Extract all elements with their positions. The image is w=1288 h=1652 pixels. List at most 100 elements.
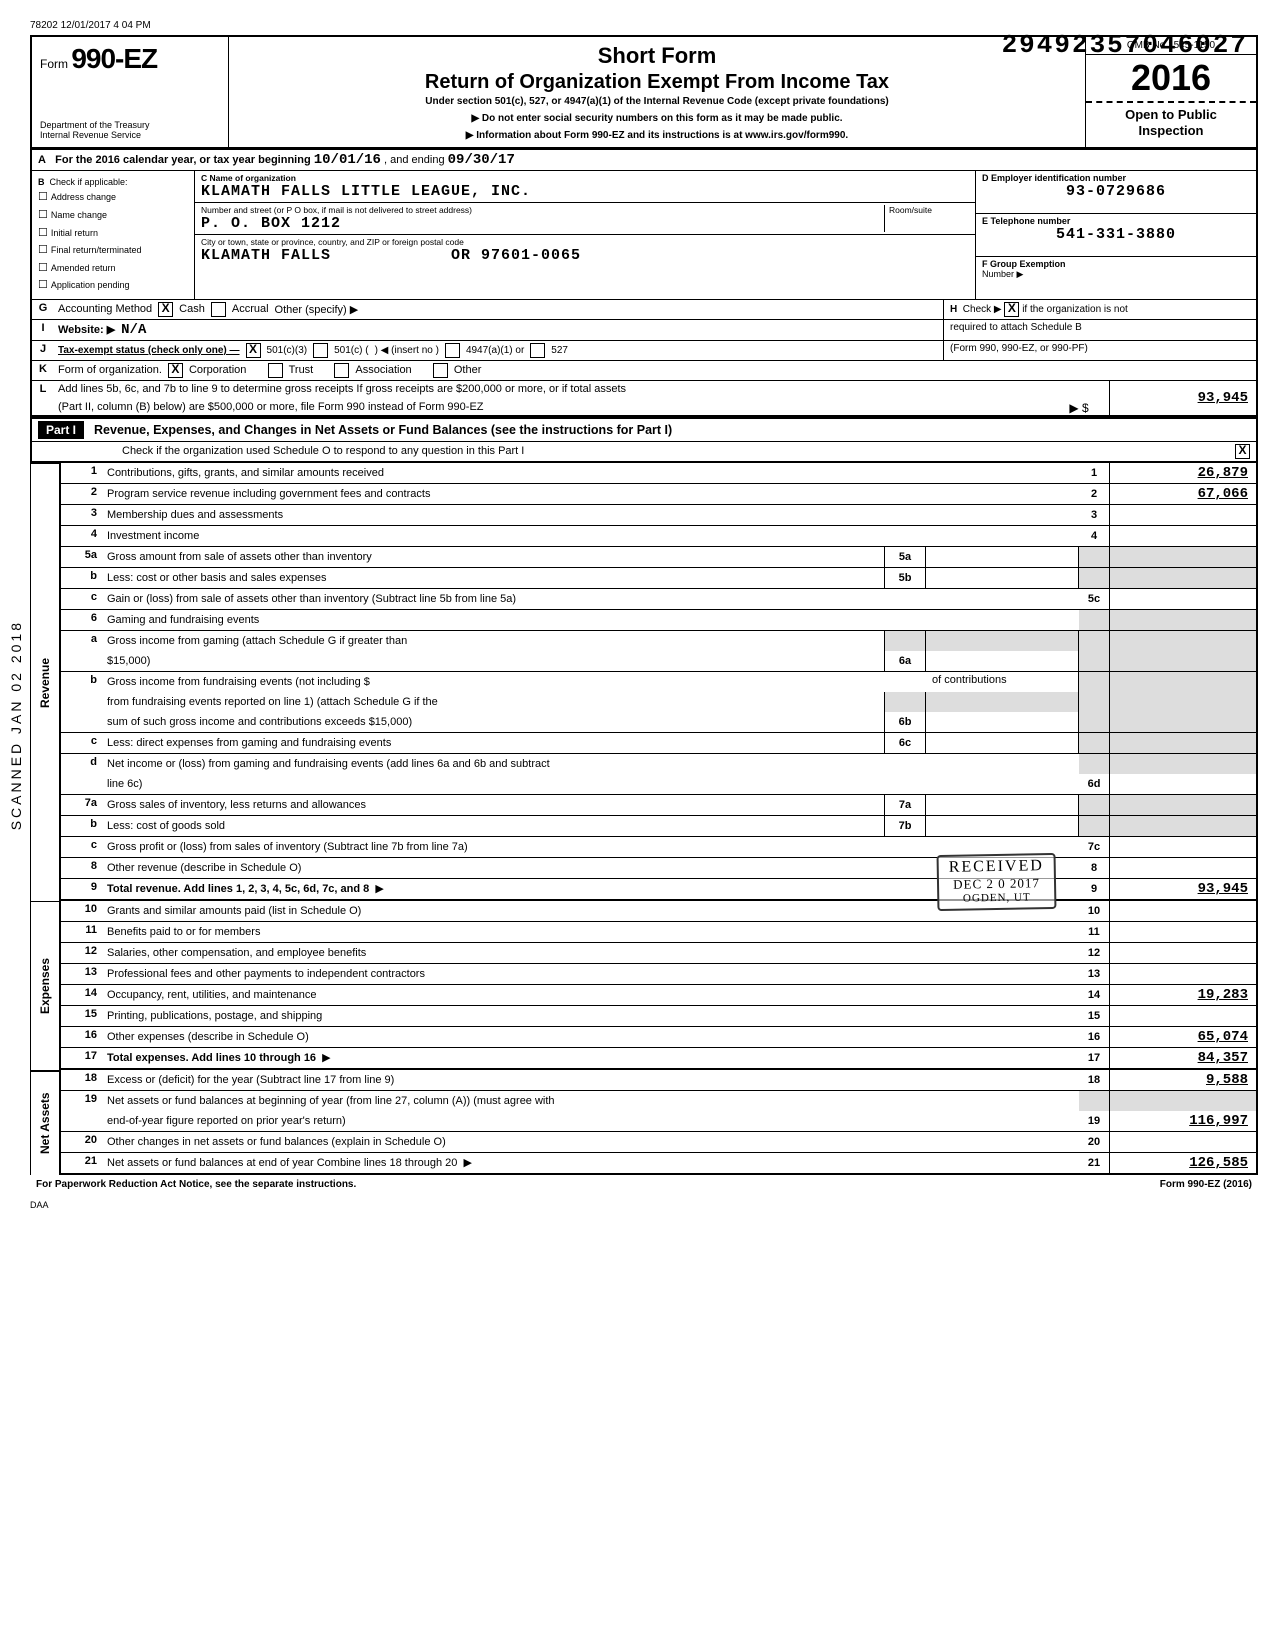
lineL-arrow: ▶ $ (1049, 381, 1109, 415)
line5b-midval (926, 568, 1079, 588)
lineL-value: 93,945 (1109, 381, 1256, 415)
line6-val (1110, 610, 1256, 630)
opt-other-org: Other (454, 364, 482, 376)
line6d-rn: 6d (1079, 774, 1110, 794)
lineH-text: Check ▶ (963, 304, 1002, 315)
line6c-mid: 6c (884, 733, 926, 753)
chk-initial-return[interactable]: Initial return (38, 225, 188, 243)
line3-desc: Membership dues and assessments (103, 505, 1079, 525)
chk-4947[interactable] (445, 343, 460, 358)
line4-desc: Investment income (103, 526, 1079, 546)
opt-corporation: Corporation (189, 364, 246, 376)
stamp-location: OGDEN, UT (949, 891, 1044, 905)
chk-501c3[interactable]: X (246, 343, 261, 358)
line5a-num: 5a (61, 547, 103, 567)
chk-final-return[interactable]: Final return/terminated (38, 242, 188, 260)
line15-rn: 15 (1079, 1006, 1110, 1026)
line11-desc: Benefits paid to or for members (103, 922, 1079, 942)
line7a-desc: Gross sales of inventory, less returns a… (103, 795, 884, 815)
line15-val (1110, 1006, 1256, 1026)
form-label: Form (40, 57, 68, 71)
line6a-desc2: $15,000) (103, 651, 884, 671)
other-specify: Other (specify) ▶ (275, 303, 359, 316)
tax-year: 2016 (1086, 55, 1256, 103)
line19-desc: Net assets or fund balances at beginning… (103, 1091, 1079, 1111)
line6a-num: a (61, 631, 103, 651)
chk-schedule-b[interactable]: X (1004, 302, 1019, 317)
chk-application-pending[interactable]: Application pending (38, 277, 188, 295)
chk-other-org[interactable] (433, 363, 448, 378)
line6d-desc: Net income or (loss) from gaming and fun… (103, 754, 1079, 774)
instructions-link: ▶ Information about Form 990-EZ and its … (239, 130, 1075, 141)
chk-association[interactable] (334, 363, 349, 378)
line21-num: 21 (61, 1153, 103, 1173)
chk-trust[interactable] (268, 363, 283, 378)
phone-label: E Telephone number (982, 216, 1250, 226)
line5b-num: b (61, 568, 103, 588)
line4-rn: 4 (1079, 526, 1110, 546)
lineH-text3: required to attach Schedule B (950, 322, 1082, 333)
chk-address-change[interactable]: Address change (38, 189, 188, 207)
line8-rn: 8 (1079, 858, 1110, 878)
line7b-mid: 7b (884, 816, 926, 836)
name-label: C Name of organization (201, 173, 296, 183)
line9-rn: 9 (1079, 879, 1110, 899)
line21-desc: Net assets or fund balances at end of ye… (107, 1157, 457, 1169)
line7a-mid: 7a (884, 795, 926, 815)
line16-num: 16 (61, 1027, 103, 1047)
line6-num: 6 (61, 610, 103, 630)
line21-val: 126,585 (1110, 1153, 1256, 1173)
line14-num: 14 (61, 985, 103, 1005)
line-a-prefix: For the 2016 calendar year, or tax year … (55, 154, 311, 166)
stamp-date: DEC 2 0 2017 (949, 875, 1044, 893)
line11-rn: 11 (1079, 922, 1110, 942)
line19-val: 116,997 (1110, 1111, 1256, 1131)
group-exempt-label: F Group Exemption (982, 259, 1066, 269)
line14-val: 19,283 (1110, 985, 1256, 1005)
open-public-1: Open to Public (1088, 107, 1254, 123)
line9-num: 9 (61, 879, 103, 899)
line3-num: 3 (61, 505, 103, 525)
line10-val (1110, 901, 1256, 921)
line6-rn (1079, 610, 1110, 630)
part1-check-line: Check if the organization used Schedule … (122, 445, 524, 457)
line5a-rn (1079, 547, 1110, 567)
line18-desc: Excess or (deficit) for the year (Subtra… (103, 1070, 1079, 1090)
line5a-val (1110, 547, 1256, 567)
line5a-mid: 5a (884, 547, 926, 567)
line18-num: 18 (61, 1070, 103, 1090)
chk-schedule-o[interactable]: X (1235, 444, 1250, 459)
line5c-num: c (61, 589, 103, 609)
line5b-desc: Less: cost or other basis and sales expe… (103, 568, 884, 588)
entity-block: B Check if applicable: Address change Na… (30, 171, 1258, 300)
line16-rn: 16 (1079, 1027, 1110, 1047)
opt-501c3: 501(c)(3) (267, 345, 308, 356)
line6b-desc4: sum of such gross income and contributio… (103, 712, 884, 732)
accounting-method-label: Accounting Method (58, 303, 152, 315)
chk-corporation[interactable]: X (168, 363, 183, 378)
title-main: Return of Organization Exempt From Incom… (239, 71, 1075, 94)
opt-501c-insert: ) ◀ (insert no ) (375, 345, 439, 356)
line13-val (1110, 964, 1256, 984)
line20-desc: Other changes in net assets or fund bala… (103, 1132, 1079, 1152)
opt-association: Association (355, 364, 411, 376)
line9-desc: Total revenue. Add lines 1, 2, 3, 4, 5c,… (107, 883, 369, 895)
line14-desc: Occupancy, rent, utilities, and maintena… (103, 985, 1079, 1005)
stamp-received-text: RECEIVED (948, 857, 1043, 877)
chk-accrual[interactable] (211, 302, 226, 317)
chk-amended-return[interactable]: Amended return (38, 260, 188, 278)
chk-527[interactable] (530, 343, 545, 358)
line6-desc: Gaming and fundraising events (103, 610, 1079, 630)
line17-num: 17 (61, 1048, 103, 1068)
warning-ssn: ▶ Do not enter social security numbers o… (239, 113, 1075, 124)
line4-val (1110, 526, 1256, 546)
line7c-val (1110, 837, 1256, 857)
line6d-num: d (61, 754, 103, 774)
chk-name-change[interactable]: Name change (38, 207, 188, 225)
chk-cash[interactable]: X (158, 302, 173, 317)
chk-501c[interactable] (313, 343, 328, 358)
line6b-desc: Gross income from fundraising events (no… (107, 676, 370, 688)
line17-desc: Total expenses. Add lines 10 through 16 (107, 1052, 316, 1064)
line7b-desc: Less: cost of goods sold (103, 816, 884, 836)
line1-val: 26,879 (1110, 463, 1256, 483)
